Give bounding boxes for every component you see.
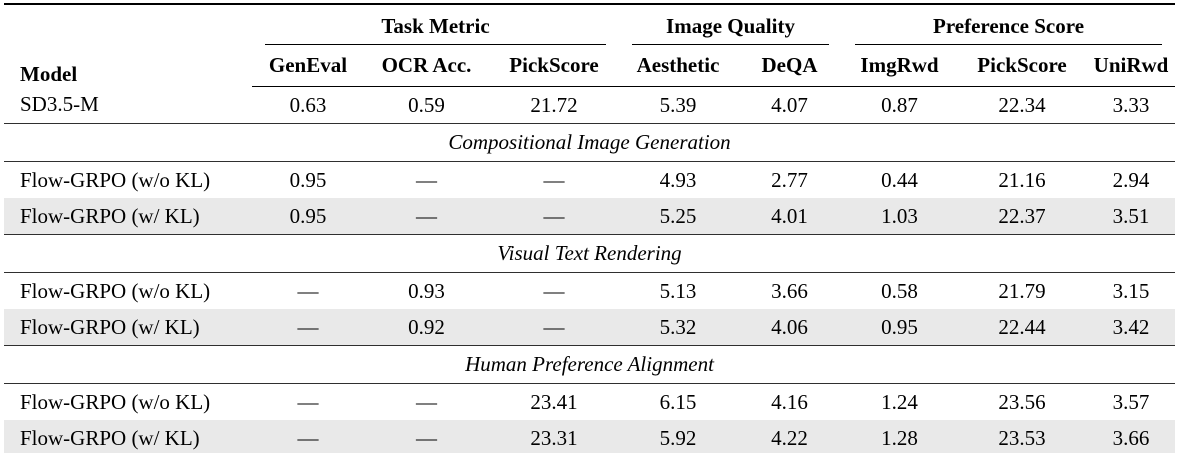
model-name-cell: Flow-GRPO (w/o KL): [20, 278, 211, 303]
value-cell: 0.59: [408, 92, 445, 117]
value-cell: 5.13: [659, 278, 697, 303]
value-cell: —: [543, 167, 565, 192]
column-header-imgrwd: ImgRwd: [842, 45, 958, 87]
column-header-pickscore-pref: PickScore: [957, 45, 1088, 87]
value-cell: 1.03: [842, 198, 958, 235]
value-cell: 4.07: [771, 92, 808, 117]
value-cell: 3.15: [1112, 278, 1150, 303]
value-cell: —: [252, 309, 364, 346]
table-row-flow-grpo-wo-kl: Flow-GRPO (w/o KL) — — 23.41 6.15 4.16 1…: [4, 384, 1175, 421]
section-header-human-preference: Human Preference Alignment: [4, 345, 1176, 384]
table-row-flow-grpo-wo-kl: Flow-GRPO (w/o KL) 0.95 — — 4.93 2.77 0.…: [4, 162, 1175, 199]
value-cell: —: [252, 420, 364, 453]
group-header-image-quality-label: Image Quality: [632, 12, 830, 45]
value-cell: 4.06: [737, 309, 843, 346]
value-cell: 5.32: [619, 309, 737, 346]
value-cell: 4.16: [771, 389, 808, 414]
value-cell: 23.56: [998, 389, 1046, 414]
group-header-image-quality: Image Quality: [619, 4, 842, 45]
table-row-flow-grpo-wo-kl: Flow-GRPO (w/o KL) — 0.93 — 5.13 3.66 0.…: [4, 273, 1175, 310]
group-header-preference-score-label: Preference Score: [855, 12, 1163, 45]
value-cell: 3.51: [1087, 198, 1176, 235]
value-cell: —: [489, 198, 619, 235]
value-cell: 0.58: [881, 278, 918, 303]
value-cell: —: [364, 198, 489, 235]
table-row-flow-grpo-w-kl: Flow-GRPO (w/ KL) — — 23.31 5.92 4.22 1.…: [4, 420, 1176, 453]
value-cell: 1.24: [881, 389, 918, 414]
group-header-task-metric-label: Task Metric: [265, 12, 606, 45]
value-cell: 21.79: [998, 278, 1046, 303]
value-cell: 3.66: [1087, 420, 1176, 453]
value-cell: 0.92: [364, 309, 489, 346]
value-cell: —: [364, 420, 489, 453]
section-header-visual-text: Visual Text Rendering: [4, 234, 1176, 273]
value-cell: 3.33: [1112, 92, 1150, 117]
value-cell: 0.44: [881, 167, 918, 192]
value-cell: 22.34: [998, 92, 1046, 117]
value-cell: —: [416, 389, 437, 414]
group-header-task-metric: Task Metric: [252, 4, 619, 45]
value-cell: —: [489, 309, 619, 346]
value-cell: 4.01: [737, 198, 843, 235]
value-cell: 1.28: [842, 420, 958, 453]
value-cell: 4.93: [659, 167, 697, 192]
value-cell: 3.42: [1087, 309, 1176, 346]
value-cell: 6.15: [659, 389, 697, 414]
section-header-compositional: Compositional Image Generation: [4, 123, 1176, 162]
section-title: Human Preference Alignment: [4, 345, 1176, 384]
value-cell: 4.22: [737, 420, 843, 453]
value-cell: —: [416, 167, 437, 192]
model-name-cell: Flow-GRPO (w/o KL): [20, 167, 211, 192]
table-row-flow-grpo-w-kl: Flow-GRPO (w/ KL) — 0.92 — 5.32 4.06 0.9…: [4, 309, 1176, 346]
value-cell: 3.66: [771, 278, 808, 303]
column-header-ocr-acc: OCR Acc.: [364, 45, 489, 87]
value-cell: 0.63: [289, 92, 327, 117]
value-cell: 21.16: [998, 167, 1046, 192]
model-name-cell: Flow-GRPO (w/ KL): [4, 420, 252, 453]
sub-header-row: GenEval OCR Acc. PickScore Aesthetic DeQ…: [4, 45, 1176, 87]
value-cell: 22.44: [957, 309, 1088, 346]
model-name-cell: Flow-GRPO (w/ KL): [4, 309, 252, 346]
value-cell: 2.94: [1112, 167, 1150, 192]
value-cell: 0.87: [881, 92, 918, 117]
value-cell: 5.92: [619, 420, 737, 453]
value-cell: —: [297, 278, 319, 303]
model-name-cell: Flow-GRPO (w/ KL): [4, 198, 252, 235]
value-cell: —: [297, 389, 319, 414]
column-header-pickscore-task: PickScore: [489, 45, 619, 87]
column-header-aesthetic: Aesthetic: [619, 45, 737, 87]
value-cell: —: [543, 278, 565, 303]
column-header-model: Model: [20, 61, 78, 86]
value-cell: 5.39: [659, 92, 697, 117]
model-name-cell: SD3.5-M: [20, 92, 99, 117]
model-name-cell: Flow-GRPO (w/o KL): [20, 389, 211, 414]
table-row-flow-grpo-w-kl: Flow-GRPO (w/ KL) 0.95 — — 5.25 4.01 1.0…: [4, 198, 1176, 235]
value-cell: 0.93: [408, 278, 445, 303]
column-header-unirwd: UniRwd: [1087, 45, 1176, 87]
results-table: Model Task Metric Image Quality Preferen…: [4, 3, 1176, 453]
table-row-sd35m: SD3.5-M 0.63 0.59 21.72 5.39 4.07 0.87 2…: [4, 87, 1175, 124]
value-cell: 0.95: [842, 309, 958, 346]
value-cell: 3.57: [1112, 389, 1150, 414]
column-header-deqa: DeQA: [737, 45, 843, 87]
value-cell: 22.37: [957, 198, 1088, 235]
section-title: Visual Text Rendering: [4, 234, 1176, 273]
value-cell: 21.72: [530, 92, 578, 117]
value-cell: 0.95: [289, 167, 327, 192]
value-cell: 2.77: [771, 167, 808, 192]
value-cell: 23.41: [530, 389, 578, 414]
value-cell: 23.53: [957, 420, 1088, 453]
group-header-preference-score: Preference Score: [842, 4, 1175, 45]
value-cell: 0.95: [252, 198, 364, 235]
value-cell: 5.25: [619, 198, 737, 235]
value-cell: 23.31: [489, 420, 619, 453]
section-title: Compositional Image Generation: [4, 123, 1176, 162]
group-header-row: Model Task Metric Image Quality Preferen…: [4, 4, 1175, 86]
column-header-geneval: GenEval: [252, 45, 364, 87]
